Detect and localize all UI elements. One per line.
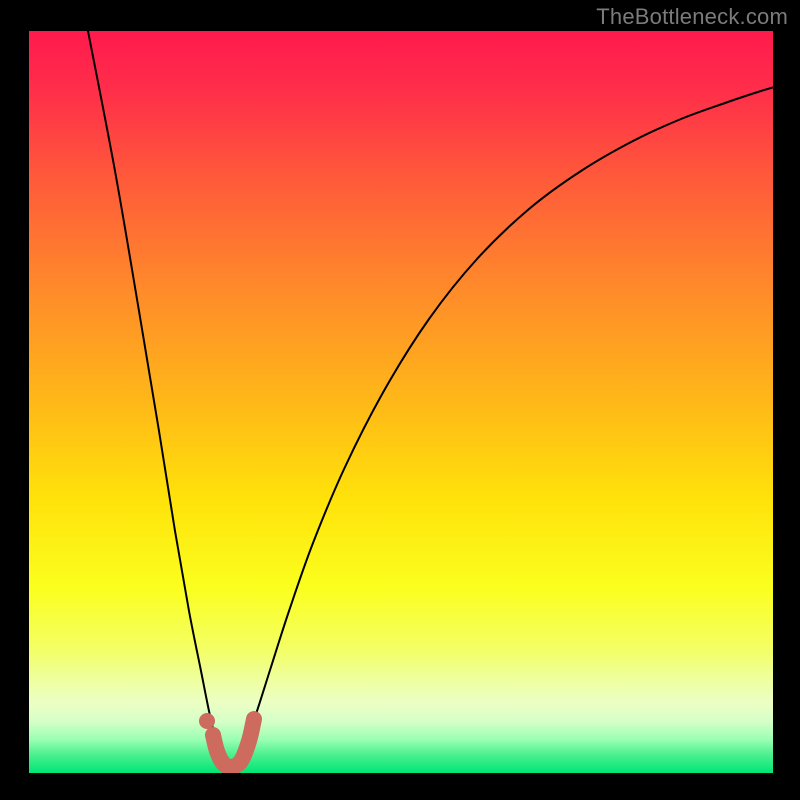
chart-frame: TheBottleneck.com [0,0,800,800]
watermark-text: TheBottleneck.com [596,4,788,30]
optimal-marker-dot [199,713,215,729]
bottleneck-chart [29,31,773,773]
gradient-background [29,31,773,773]
